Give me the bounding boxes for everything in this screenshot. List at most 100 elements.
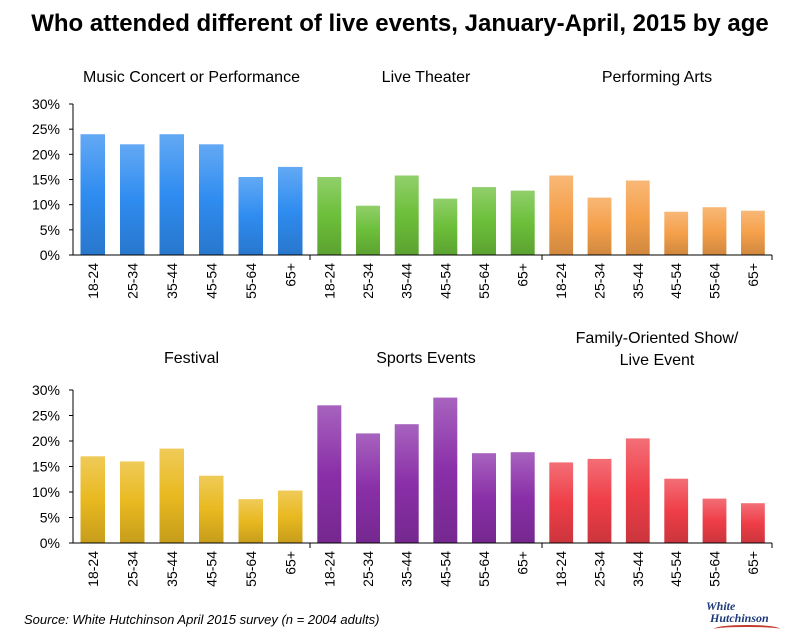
white-hutchinson-logo: White Hutchinson — [706, 600, 786, 634]
y-tick-label: 20% — [32, 433, 60, 449]
bar-65+ — [510, 452, 535, 543]
bar-65+ — [278, 166, 303, 255]
page-title: Who attended different of live events, J… — [31, 10, 769, 37]
bar-25-34 — [120, 144, 145, 255]
bar-35-44 — [394, 424, 419, 543]
bar-35-44 — [159, 448, 184, 543]
x-tick-label: 35-44 — [399, 263, 415, 299]
x-tick-label: 45-54 — [203, 263, 219, 299]
bar-35-44 — [625, 180, 650, 255]
x-tick-label: 18-24 — [321, 263, 337, 299]
x-tick-label: 55-64 — [243, 263, 259, 299]
bar-65+ — [510, 190, 535, 255]
bar-35-44 — [159, 134, 184, 255]
chart-panel-3: Performing Arts 18-24 25-34 35-44 45-54 55-64… — [542, 69, 773, 299]
x-tick-label: 25-34 — [360, 551, 376, 587]
panel-title: Sports Events — [376, 350, 476, 367]
x-tick-label: 18-24 — [321, 551, 337, 587]
x-tick-label: 65+ — [282, 263, 298, 287]
x-tick-label: 35-44 — [164, 551, 180, 587]
x-tick-label: 45-54 — [668, 263, 684, 299]
x-tick-label: 25-34 — [592, 551, 608, 587]
x-tick-label: 18-24 — [85, 263, 101, 299]
x-tick-label: 65+ — [515, 551, 531, 575]
y-tick-label: 25% — [32, 121, 60, 137]
bar-25-34 — [587, 197, 612, 255]
bar-55-64 — [702, 498, 727, 543]
panel-title: Live Theater — [382, 69, 471, 86]
logo-swoosh-icon — [714, 625, 780, 633]
panel-title: Performing Arts — [602, 69, 712, 86]
bar-18-24 — [549, 462, 574, 543]
x-tick-label: 25-34 — [360, 263, 376, 299]
bar-25-34 — [587, 458, 612, 543]
x-tick-label: 65+ — [745, 551, 761, 575]
bar-45-54 — [199, 475, 224, 543]
bar-65+ — [741, 210, 765, 255]
panel-title: Festival — [164, 350, 219, 367]
y-tick-label: 5% — [40, 510, 60, 526]
x-tick-label: 45-54 — [437, 263, 453, 299]
x-tick-label: 35-44 — [164, 263, 180, 299]
x-tick-label: 25-34 — [124, 551, 140, 587]
bar-55-64 — [472, 453, 496, 543]
y-tick-label: 0% — [40, 535, 60, 551]
logo-line2: Hutchinson — [710, 611, 769, 625]
y-tick-label: 5% — [40, 222, 60, 238]
x-tick-label: 55-64 — [476, 551, 492, 587]
x-tick-label: 35-44 — [630, 551, 646, 587]
bar-18-24 — [317, 405, 342, 543]
bar-45-54 — [664, 211, 689, 255]
x-tick-label: 55-64 — [243, 551, 259, 587]
bar-35-44 — [625, 438, 650, 543]
bar-45-54 — [664, 478, 689, 543]
x-tick-label: 18-24 — [553, 263, 569, 299]
x-tick-label: 55-64 — [707, 263, 723, 299]
bar-25-34 — [356, 205, 380, 255]
bar-35-44 — [394, 175, 419, 255]
x-tick-label: 35-44 — [630, 263, 646, 299]
y-tick-label: 15% — [32, 459, 60, 475]
bar-65+ — [278, 490, 303, 543]
x-tick-label: 25-34 — [124, 263, 140, 299]
bar-55-64 — [702, 207, 727, 255]
bar-55-64 — [238, 177, 263, 255]
x-tick-label: 55-64 — [476, 263, 492, 299]
bar-45-54 — [199, 144, 224, 255]
bar-45-54 — [433, 397, 458, 543]
bar-18-24 — [549, 175, 574, 255]
x-tick-label: 55-64 — [707, 551, 723, 587]
bar-65+ — [741, 503, 765, 543]
y-tick-label: 30% — [32, 96, 60, 112]
chart-panel-1: Music Concert or Performance 0% 5% 10% 15% 20… — [32, 69, 311, 299]
panel-title: Family-Oriented Show/ — [576, 330, 739, 347]
y-tick-label: 10% — [32, 484, 60, 500]
x-tick-label: 65+ — [282, 551, 298, 575]
y-tick-label: 0% — [40, 247, 60, 263]
bar-55-64 — [472, 187, 496, 255]
bar-18-24 — [80, 456, 105, 543]
chart-panel-4: Festival 0% 5% 10% 15% 20% 25% 30% 18-24 25-34 35-… — [32, 350, 311, 587]
x-tick-label: 35-44 — [399, 551, 415, 587]
bar-18-24 — [317, 177, 342, 255]
y-tick-label: 30% — [32, 382, 60, 398]
bar-25-34 — [356, 433, 380, 543]
x-tick-label: 25-34 — [592, 263, 608, 299]
bar-18-24 — [80, 134, 105, 255]
chart-panel-2: Live Theater 18-24 25-34 35-44 45-54 55-64 65+ — [310, 69, 543, 299]
bar-25-34 — [120, 461, 145, 543]
x-tick-label: 45-54 — [437, 551, 453, 587]
y-tick-label: 25% — [32, 408, 60, 424]
source-note: Source: White Hutchinson April 2015 surv… — [24, 612, 380, 627]
panel-title: Music Concert or Performance — [83, 69, 300, 86]
x-tick-label: 65+ — [745, 263, 761, 287]
bar-45-54 — [433, 198, 458, 255]
y-tick-label: 20% — [32, 146, 60, 162]
x-tick-label: 18-24 — [553, 551, 569, 587]
x-tick-label: 65+ — [515, 263, 531, 287]
logo-line1: White — [706, 599, 736, 613]
panel-title: Live Event — [620, 352, 695, 369]
x-tick-label: 45-54 — [668, 551, 684, 587]
y-tick-label: 15% — [32, 172, 60, 188]
x-tick-label: 45-54 — [203, 551, 219, 587]
